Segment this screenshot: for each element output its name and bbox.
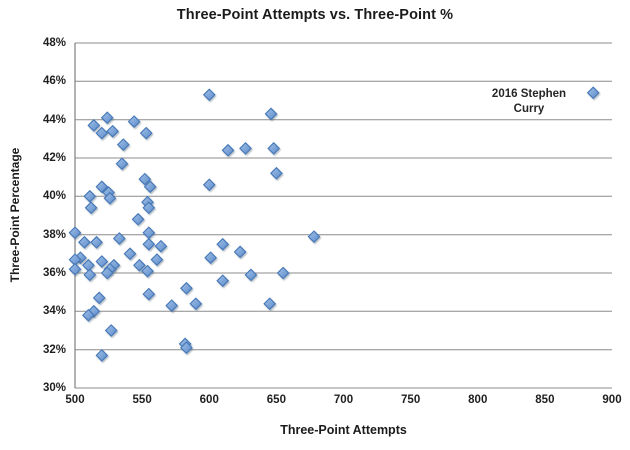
data-point bbox=[141, 264, 154, 278]
data-point bbox=[276, 266, 290, 280]
data-point bbox=[87, 119, 101, 132]
data-point bbox=[82, 258, 95, 272]
data-point bbox=[586, 86, 600, 100]
data-point bbox=[267, 142, 281, 155]
y-tick-label: 32% bbox=[42, 343, 66, 356]
data-point bbox=[84, 201, 98, 215]
data-point bbox=[103, 191, 117, 205]
data-point bbox=[104, 324, 118, 337]
y-tick-label: 44% bbox=[42, 113, 66, 126]
data-point bbox=[138, 172, 152, 186]
chart-title: Three-Point Attempts vs. Three-Point % bbox=[176, 7, 454, 23]
data-point bbox=[95, 255, 109, 268]
annotation-2016-stephen-curry: 2016 Stephen Curry bbox=[476, 87, 582, 117]
data-point bbox=[189, 297, 203, 311]
y-tick-label: 36% bbox=[42, 267, 66, 279]
data-point bbox=[90, 235, 103, 249]
data-point bbox=[83, 189, 97, 203]
data-point bbox=[216, 274, 230, 288]
data-point bbox=[82, 308, 95, 322]
data-point bbox=[95, 180, 109, 194]
y-tick-label: 38% bbox=[42, 228, 66, 241]
data-point bbox=[154, 239, 168, 253]
data-point bbox=[133, 258, 146, 272]
data-point bbox=[165, 299, 179, 312]
data-point bbox=[180, 341, 193, 355]
data-point bbox=[142, 226, 156, 240]
data-point bbox=[139, 126, 153, 140]
data-point bbox=[221, 143, 235, 157]
data-point bbox=[233, 245, 247, 259]
data-point bbox=[202, 178, 216, 192]
data-point bbox=[68, 262, 82, 276]
x-axis-title: Three-Point Attempts bbox=[280, 423, 407, 437]
data-point bbox=[270, 166, 283, 180]
data-point bbox=[239, 142, 252, 155]
y-tick-label: 42% bbox=[42, 152, 66, 164]
data-point bbox=[216, 237, 230, 251]
y-tick-label: 48% bbox=[42, 37, 66, 49]
x-tick-label: 850 bbox=[535, 394, 555, 406]
data-point bbox=[307, 230, 321, 243]
data-point bbox=[112, 232, 126, 245]
data-point bbox=[143, 180, 157, 194]
x-tick-label: 650 bbox=[266, 394, 286, 406]
data-point bbox=[123, 247, 137, 261]
data-point bbox=[142, 201, 156, 215]
data-point bbox=[131, 212, 145, 226]
data-point bbox=[204, 251, 217, 265]
y-axis-title: Three-Point Percentage bbox=[8, 147, 22, 283]
x-tick-label: 600 bbox=[199, 394, 219, 406]
data-point bbox=[68, 226, 82, 240]
data-point bbox=[263, 297, 277, 311]
x-tick-label: 550 bbox=[132, 394, 152, 406]
y-tick-label: 30% bbox=[42, 382, 66, 394]
annotation-line1: 2016 Stephen bbox=[491, 88, 567, 100]
data-point bbox=[264, 107, 278, 121]
data-point bbox=[78, 235, 91, 249]
data-point bbox=[127, 115, 141, 128]
data-point bbox=[244, 268, 258, 282]
data-point bbox=[95, 349, 109, 362]
data-point bbox=[115, 157, 129, 171]
y-tick-label: 40% bbox=[42, 190, 66, 203]
data-point bbox=[180, 281, 193, 295]
y-tick-label: 34% bbox=[42, 305, 66, 318]
data-point bbox=[100, 111, 114, 125]
data-point bbox=[202, 88, 216, 102]
data-point bbox=[92, 291, 106, 305]
x-tick-label: 800 bbox=[468, 394, 488, 406]
x-tick-label: 700 bbox=[333, 394, 354, 406]
data-point bbox=[116, 138, 130, 151]
data-point bbox=[83, 268, 97, 282]
data-point bbox=[106, 124, 119, 138]
data-point bbox=[142, 237, 156, 251]
data-point bbox=[100, 266, 114, 280]
data-point bbox=[150, 253, 164, 266]
data-point bbox=[142, 287, 156, 301]
x-tick-label: 750 bbox=[401, 394, 421, 406]
x-tick-label: 900 bbox=[602, 394, 622, 406]
y-tick-label: 46% bbox=[42, 75, 66, 88]
data-point bbox=[87, 304, 101, 318]
x-tick-label: 500 bbox=[65, 394, 85, 406]
annotation-line2: Curry bbox=[513, 103, 545, 115]
data-point bbox=[95, 126, 109, 140]
